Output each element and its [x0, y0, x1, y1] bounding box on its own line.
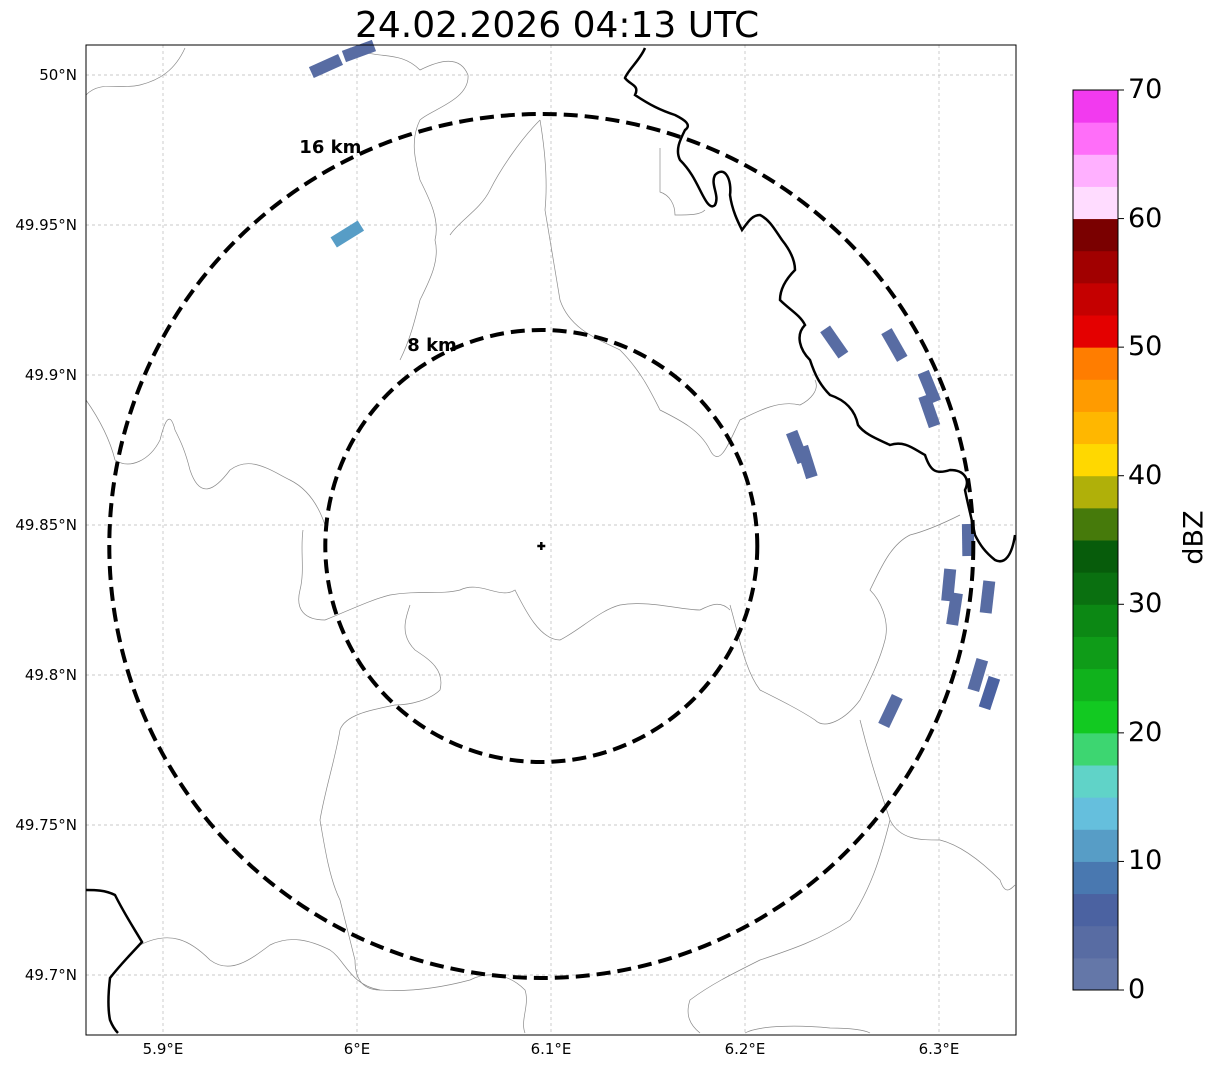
colorbar-segment: [1073, 443, 1118, 477]
national-borders: [85, 47, 1017, 1034]
colorbar-segment: [1073, 154, 1118, 187]
colorbar-tick-label: 60: [1128, 202, 1163, 234]
colorbar-segment: [1073, 315, 1118, 348]
colorbar-tick-label: 10: [1128, 845, 1163, 877]
lat-tick-label: 49.85°N: [15, 516, 77, 534]
colorbar-segment: [1073, 250, 1118, 284]
radar-site-marker: [537, 542, 546, 550]
boundary-line: [85, 399, 326, 526]
colorbar-segment: [1073, 507, 1118, 541]
municipal-boundaries: [85, 47, 1016, 1034]
radar-echo-cell: [881, 328, 908, 362]
radar-echo-cell: [978, 675, 1001, 711]
range-ring-label: 16 km: [299, 136, 362, 158]
border-line: [623, 47, 1017, 563]
colorbar-segment: [1073, 379, 1118, 412]
colorbar-outline: [1072, 89, 1119, 991]
colorbar-segment: [1073, 861, 1118, 895]
lat-tick-label: 49.95°N: [15, 216, 77, 234]
radar-echo-cell: [308, 53, 344, 79]
boundary-line: [659, 148, 706, 216]
radar-echo-cell: [918, 393, 941, 429]
lon-tick-label: 6.2°E: [724, 1040, 766, 1058]
lat-tick-label: 49.8°N: [24, 666, 77, 684]
colorbar-segment: [1073, 475, 1118, 509]
graticule-grid: [86, 45, 1016, 1035]
boundary-line: [539, 119, 817, 457]
colorbar-segment: [1073, 732, 1118, 766]
lon-tick-label: 5.9°E: [142, 1040, 184, 1058]
colorbar-tick-label: 50: [1128, 331, 1163, 363]
colorbar-segment: [1073, 797, 1118, 830]
lat-tick-label: 50°N: [39, 66, 77, 84]
lon-tick-label: 6°E: [343, 1040, 371, 1058]
radar-echo-cell: [820, 325, 849, 359]
colorbar-segment: [1073, 636, 1118, 670]
colorbar-segment: [1073, 411, 1118, 445]
colorbar-tick-label: 40: [1128, 459, 1163, 491]
radar-echo-cell: [341, 39, 377, 63]
colorbar-segment: [1073, 218, 1118, 252]
range-rings: [107, 112, 976, 980]
range-ring-16km: [107, 112, 976, 980]
boundary-line: [298, 529, 731, 641]
colorbar-segment: [1073, 572, 1118, 605]
range-ring-label: 8 km: [407, 335, 457, 357]
map-frame: [85, 44, 1017, 1036]
radar-echo-cell: [946, 592, 963, 626]
colorbar-segment: [1073, 122, 1118, 155]
boundary-line: [449, 119, 541, 236]
colorbar-segment: [1073, 668, 1118, 702]
boundary-line: [744, 1025, 871, 1034]
radar-echo-cell: [330, 220, 365, 248]
colorbar-segment: [1073, 90, 1118, 123]
colorbar-segment: [1073, 957, 1118, 991]
boundary-line: [687, 819, 891, 1034]
colorbar: [1072, 89, 1124, 991]
colorbar-segment: [1073, 829, 1118, 862]
colorbar-segment: [1073, 282, 1118, 316]
boundary-line: [349, 47, 469, 361]
colorbar-segment: [1073, 700, 1118, 734]
boundary-line: [729, 514, 961, 725]
radar-echoes: [308, 39, 1001, 729]
boundary-line: [139, 937, 527, 1034]
colorbar-tick-label: 30: [1128, 588, 1163, 620]
lat-tick-label: 49.7°N: [24, 966, 77, 984]
colorbar-segment: [1073, 347, 1118, 380]
radar-echo-cell: [878, 693, 903, 729]
colorbar-tick-label: 0: [1128, 974, 1146, 1005]
lat-tick-label: 49.75°N: [15, 816, 77, 834]
colorbar-segment: [1073, 893, 1118, 927]
colorbar-segment: [1073, 765, 1118, 798]
colorbar-segment: [1073, 540, 1118, 573]
colorbar-segment: [1073, 604, 1118, 637]
radar-echo-cell: [796, 444, 818, 480]
lon-tick-label: 6.1°E: [530, 1040, 572, 1058]
border-line: [85, 888, 144, 1034]
boundary-line: [85, 47, 186, 96]
radar-echo-cell: [917, 369, 941, 405]
boundary-line: [319, 604, 442, 991]
colorbar-segment: [1073, 186, 1118, 220]
colorbar-label: dBZ: [1178, 510, 1207, 565]
boundary-line: [859, 719, 1016, 891]
colorbar-tick-label: 70: [1128, 74, 1163, 105]
radar-echo-cell: [979, 580, 996, 614]
colorbar-segment: [1073, 925, 1118, 959]
colorbar-tick-label: 20: [1128, 716, 1163, 748]
lon-tick-label: 6.3°E: [918, 1040, 960, 1058]
radar-echo-cell: [967, 657, 989, 693]
range-ring-8km: [323, 328, 760, 764]
lat-tick-label: 49.9°N: [24, 366, 77, 384]
